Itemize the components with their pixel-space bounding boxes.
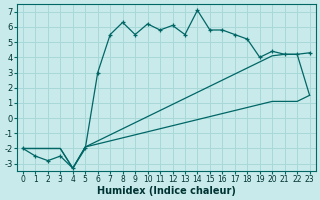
X-axis label: Humidex (Indice chaleur): Humidex (Indice chaleur) [97, 186, 236, 196]
